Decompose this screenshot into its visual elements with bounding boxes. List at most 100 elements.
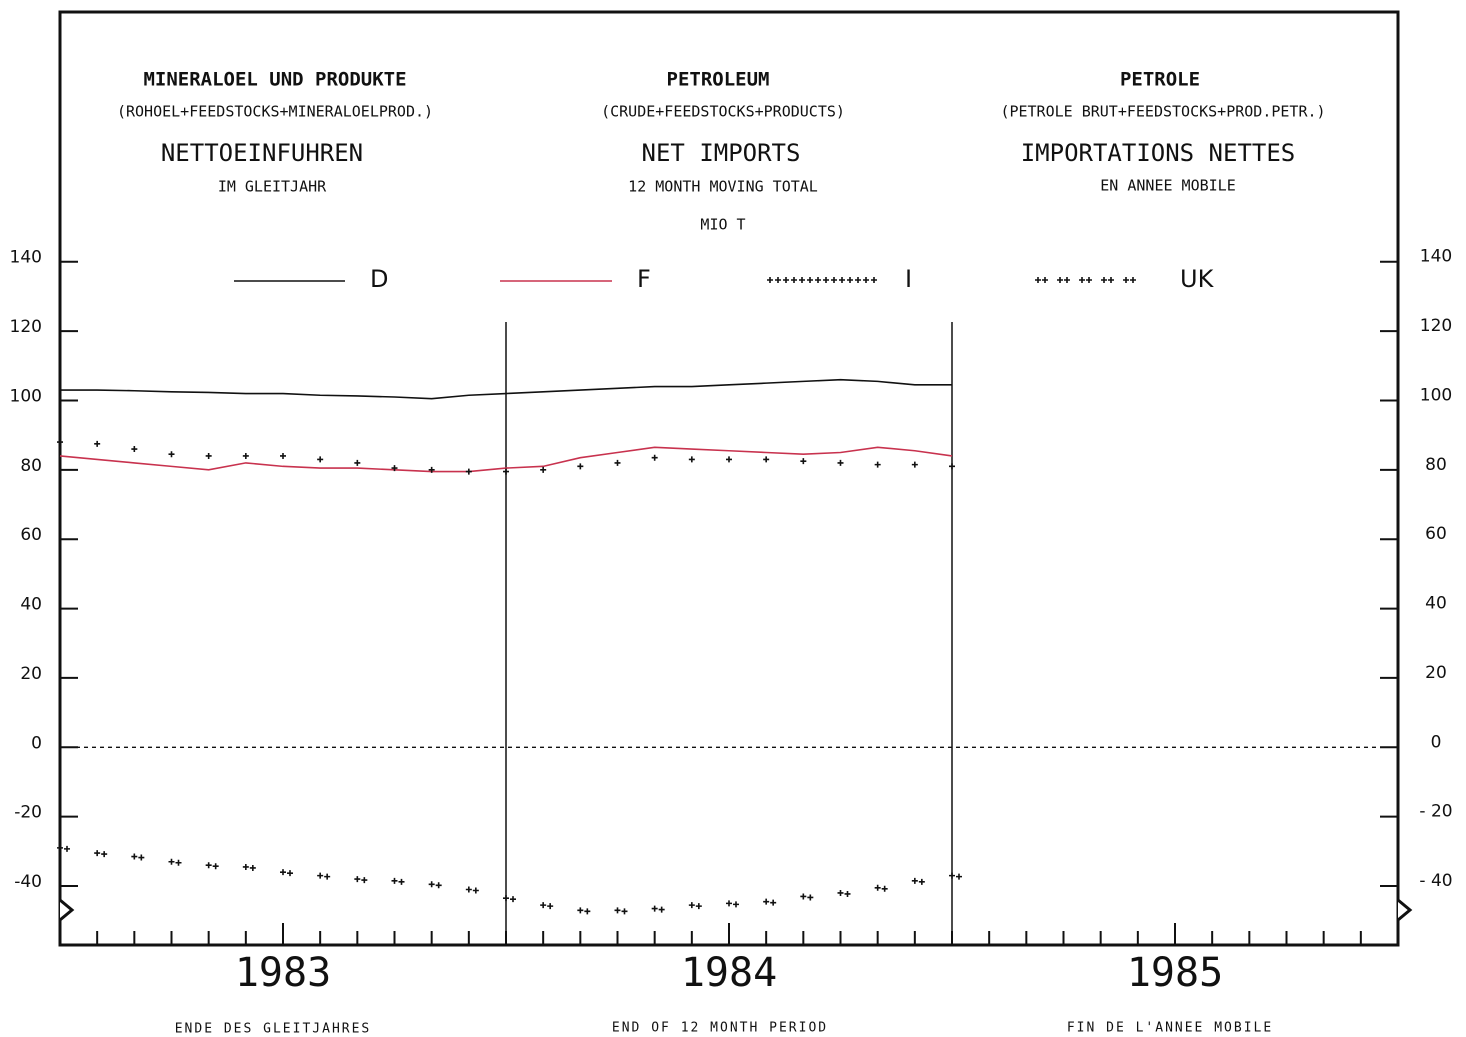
marker [472,887,479,894]
marker [242,863,249,870]
marker [726,900,732,907]
marker [733,901,739,908]
y2-tick-label: 60 [1425,524,1447,544]
legend-marker [775,277,781,283]
marker [435,882,442,889]
marker [621,908,628,915]
legend-marker [1079,277,1085,283]
marker [354,876,361,883]
y2-tick-label: - 20 [1419,802,1452,822]
header-heading: NETTOEINFUHREN [161,139,363,167]
marker [956,873,962,880]
legend-marker [839,277,845,283]
marker [584,908,591,915]
marker [354,459,361,466]
legend-label: I [905,265,912,293]
header-period: 12 MONTH MOVING TOTAL [628,178,818,196]
legend-marker [1130,277,1136,283]
marker [205,452,212,459]
marker [651,905,658,912]
marker [949,872,955,879]
marker [94,850,101,857]
marker [249,864,256,871]
legend-marker [871,277,877,283]
y-tick-label: 100 [10,386,42,406]
footer: ENDE DES GLEITJAHRES [175,1022,372,1037]
y-tick-label: -20 [14,803,42,823]
header-heading: NET IMPORTS [642,139,801,167]
legend-marker [807,277,813,283]
legend-marker [799,277,805,283]
header-period: EN ANNEE MOBILE [1100,177,1235,195]
y-tick-label: 80 [20,456,42,476]
marker [510,896,516,903]
footer: END OF 12 MONTH PERIOD [612,1021,828,1036]
marker [280,869,286,876]
y2-tick-label: 120 [1420,316,1452,336]
legend-label: F [637,265,651,293]
year-label: 1983 [235,950,331,996]
marker [837,459,844,466]
marker [800,458,807,465]
legend-marker [783,277,789,283]
marker [688,456,695,463]
marker [837,889,844,896]
marker [138,854,145,861]
marker [57,439,63,446]
marker [428,466,435,473]
marker [614,907,621,914]
legend-marker [1101,277,1107,283]
marker [911,461,918,468]
marker [540,466,547,473]
marker [807,894,814,901]
marker [212,863,219,870]
marker [918,878,925,885]
legend-marker [847,277,853,283]
series-line [59,446,953,473]
marker [57,844,63,851]
marker [881,885,888,892]
header-title: MINERALOEL UND PRODUKTE [143,69,406,91]
y-tick-label: 40 [20,595,42,615]
y2-tick-label: 140 [1420,247,1452,267]
marker [428,881,435,888]
marker [205,862,212,869]
unit: MIO T [700,216,745,234]
y-tick-label: -40 [14,872,42,892]
legend-marker [1108,277,1114,283]
y2-tick-label: 40 [1425,594,1447,614]
legend-marker [855,277,861,283]
legend-marker [1064,277,1070,283]
legend-marker [791,277,797,283]
marker [168,451,175,458]
marker [317,872,324,879]
marker [324,873,331,880]
y-tick-label: 60 [20,525,42,545]
header-title: PETROLE [1120,69,1200,91]
marker [688,902,695,909]
y2-tick-label: 100 [1420,385,1452,405]
legend-marker [1057,277,1063,283]
marker [800,893,807,900]
marker [874,884,881,891]
axis-break [1396,880,1413,945]
axis-break [58,880,75,945]
marker [770,899,777,906]
marker [547,903,554,910]
marker [101,851,108,858]
y-tick-label: 0 [31,733,42,753]
marker [651,454,658,461]
marker [64,845,70,852]
legend-label: UK [1180,265,1215,293]
marker [695,903,702,910]
legend-marker [823,277,829,283]
marker [503,468,509,475]
y2-tick-label: 80 [1425,455,1447,475]
y2-tick-label: - 40 [1419,871,1452,891]
legend-marker [767,277,773,283]
header-heading: IMPORTATIONS NETTES [1021,139,1296,167]
legend-marker [815,277,821,283]
marker [503,895,509,902]
footer: FIN DE L'ANNEE MOBILE [1067,1021,1273,1036]
